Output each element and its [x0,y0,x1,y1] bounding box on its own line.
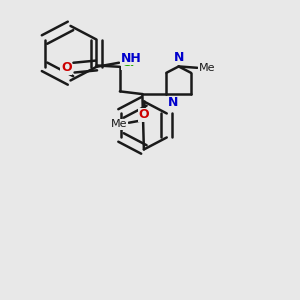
Text: Cl: Cl [122,56,135,69]
Text: NH: NH [121,52,141,64]
Text: Cl: Cl [122,56,135,69]
Text: N: N [168,96,178,109]
Text: Me: Me [199,63,215,73]
Text: Me: Me [111,119,128,129]
Text: N: N [173,51,184,64]
Text: O: O [61,61,72,74]
Text: O: O [139,108,149,122]
